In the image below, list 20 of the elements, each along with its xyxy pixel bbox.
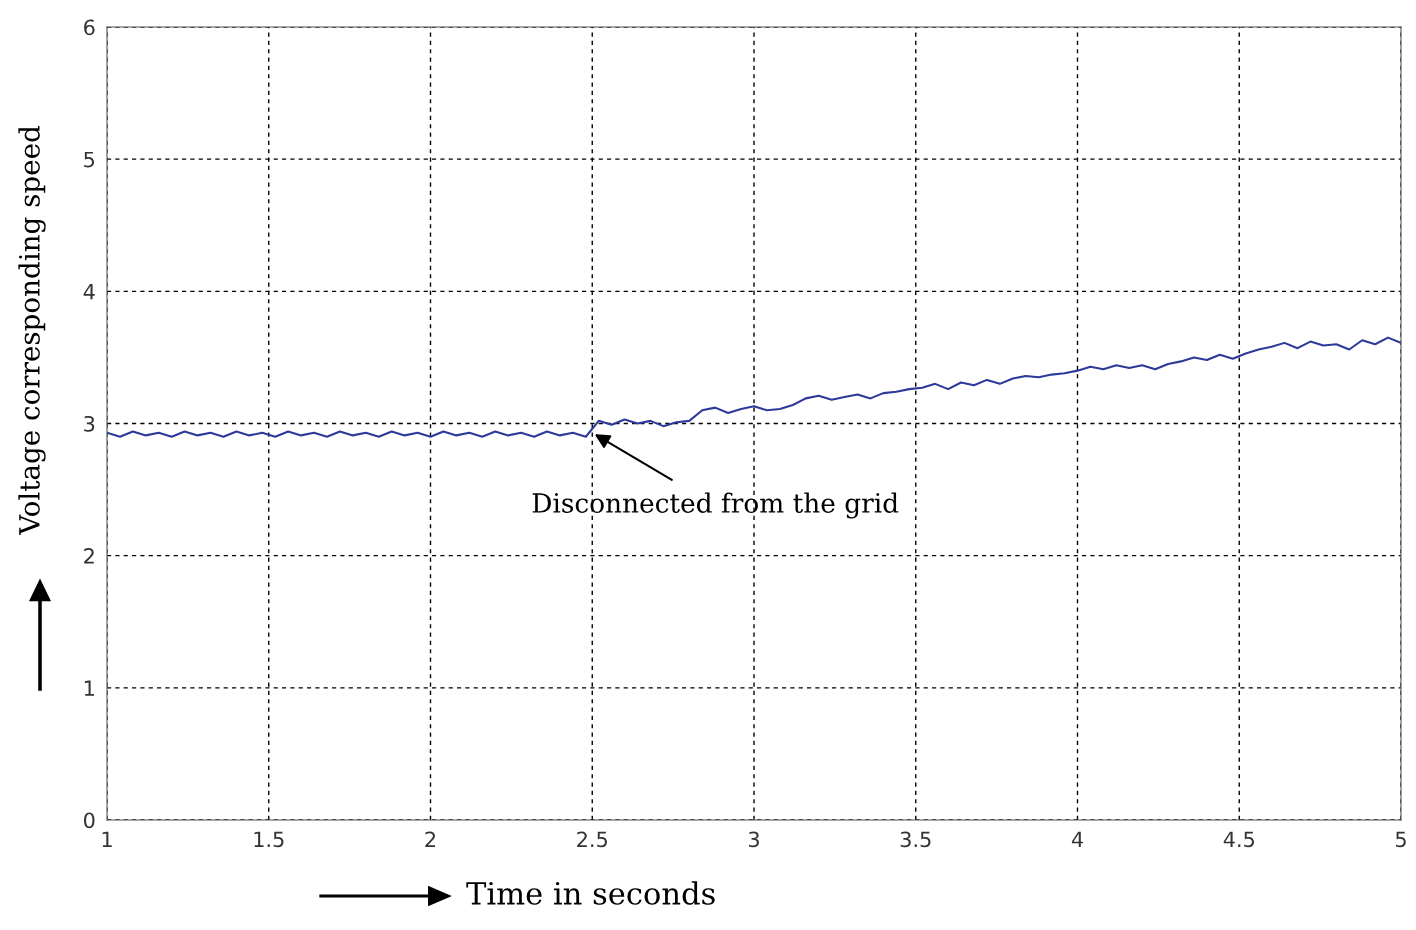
annotation: Disconnected from the grid xyxy=(532,492,899,519)
x-tick-label: 2 xyxy=(425,831,436,847)
y-tick-label: 0 xyxy=(84,812,95,829)
x-axis-title: Time in seconds xyxy=(466,881,715,905)
y-tick-label: 3 xyxy=(84,415,95,432)
y-axis-title: Voltage corresponding speed xyxy=(18,125,46,536)
x-tick-label: 5 xyxy=(1395,831,1406,848)
x-tick-label: 4.5 xyxy=(1223,831,1254,848)
x-tick-label: 1.5 xyxy=(254,831,284,848)
y-tick-label: 6 xyxy=(84,19,95,36)
x-tick-label: 4 xyxy=(1071,831,1083,847)
x-tick-label: 3 xyxy=(748,831,759,848)
y-tick-label: 2 xyxy=(84,548,94,564)
y-tick-label: 1 xyxy=(84,680,94,696)
x-tick-label: 1 xyxy=(102,831,112,847)
x-tick-label: 2.5 xyxy=(577,831,607,848)
x-tick-label: 3.5 xyxy=(900,831,931,848)
y-tick-label: 4 xyxy=(83,284,95,300)
y-tick-label: 5 xyxy=(84,151,95,168)
line-series xyxy=(107,336,1401,438)
